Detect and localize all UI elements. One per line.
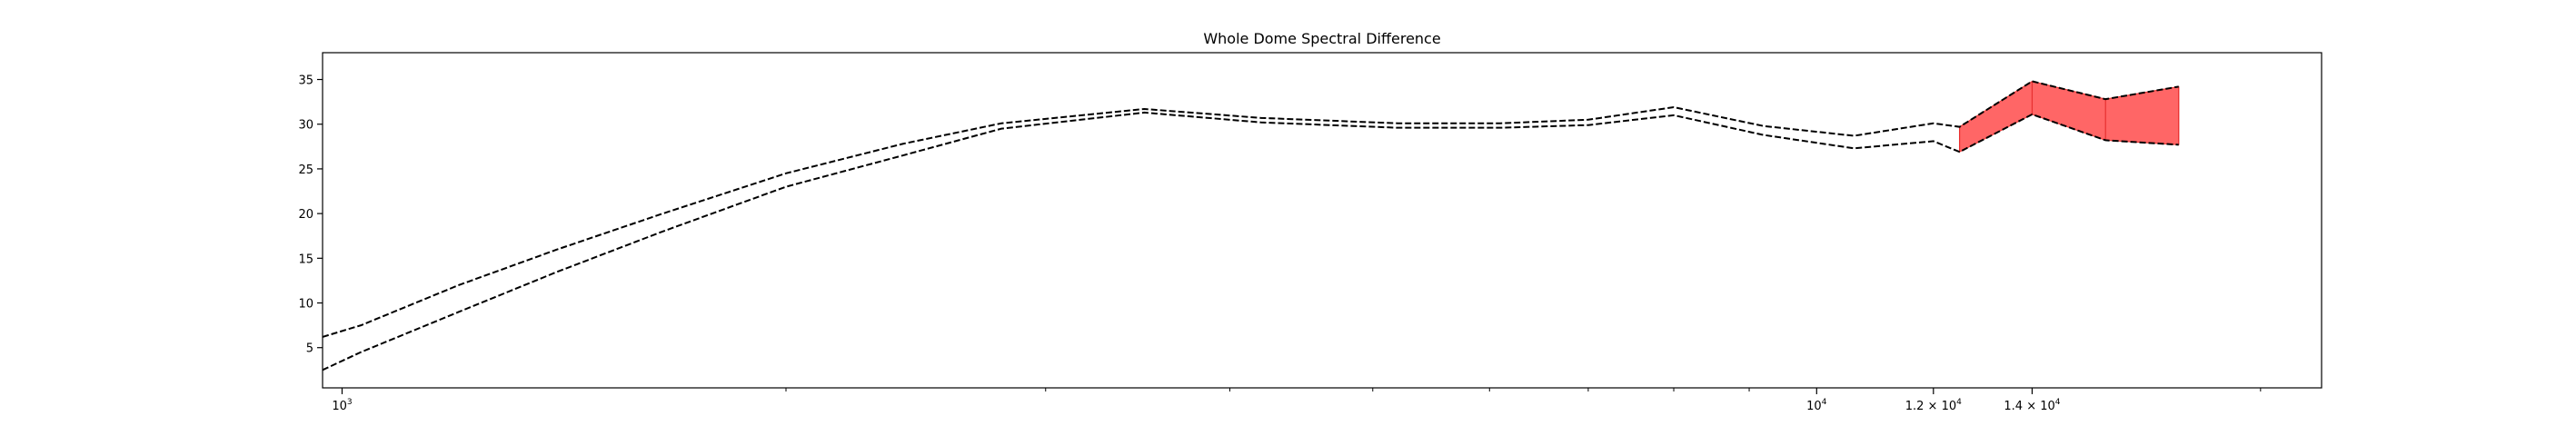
series-layer	[322, 80, 2179, 372]
x-tick-label: 1.2 × 104	[1905, 398, 1962, 413]
y-tick-label: 35	[298, 74, 313, 88]
series-line-2	[322, 111, 2179, 372]
series-line-1	[322, 80, 2179, 338]
y-tick-label: 20	[298, 208, 313, 222]
axes-layer: 5 10 15 20 25 30 35 103 104 1.2 × 104 1.4 × 104	[298, 74, 2262, 413]
y-tick-label: 10	[298, 298, 313, 312]
y-tick-label: 15	[298, 253, 313, 266]
x-tick-label: 104	[1806, 398, 1827, 413]
chart-title: Whole Dome Spectral Difference	[1203, 30, 1440, 47]
x-tick-label: 103	[332, 398, 352, 413]
y-tick-label: 30	[298, 119, 313, 133]
y-tick-label: 5	[306, 342, 313, 356]
x-tick-label: 1.4 × 104	[2004, 398, 2060, 413]
y-tick-label: 25	[298, 164, 313, 177]
plot-frame	[322, 52, 2322, 389]
